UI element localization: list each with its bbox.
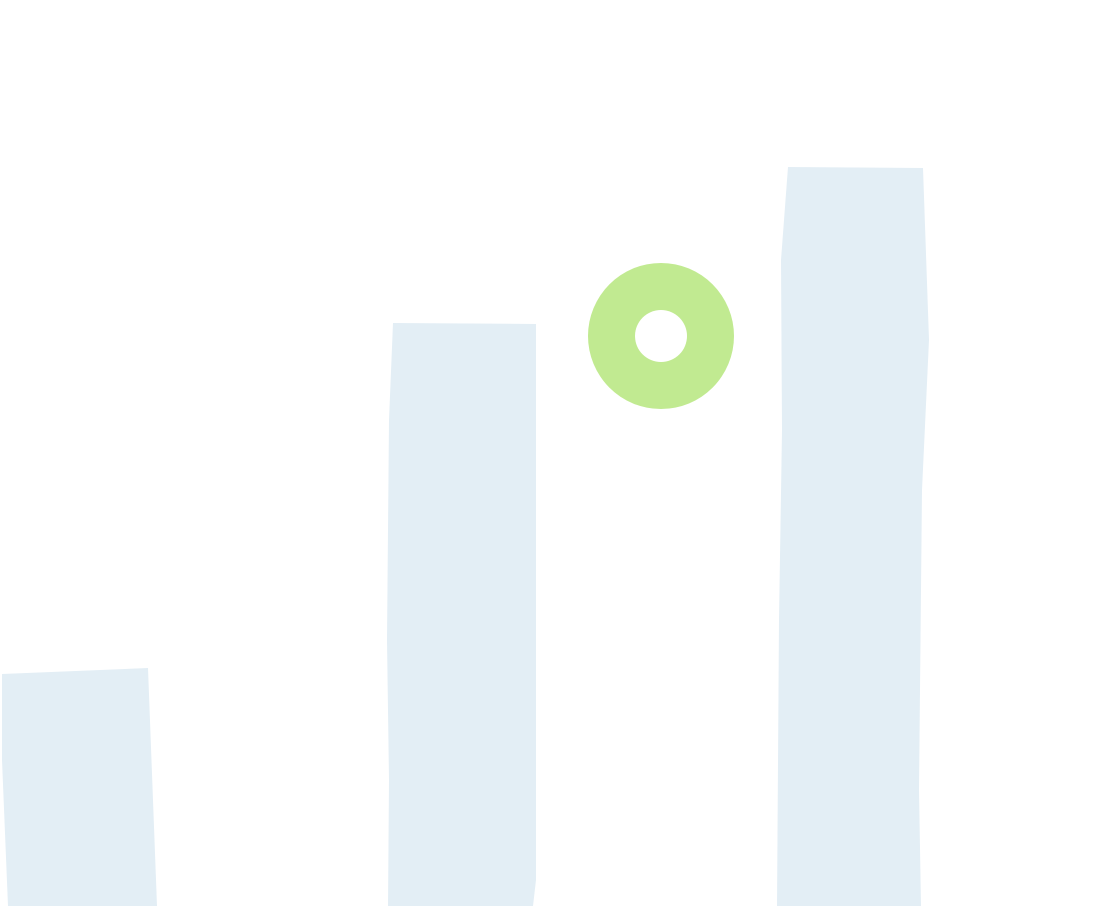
decorative-bar-left <box>2 668 157 906</box>
decorative-bar-right <box>777 167 929 906</box>
decorative-bar-middle <box>387 323 536 906</box>
ring-icon <box>588 263 734 409</box>
